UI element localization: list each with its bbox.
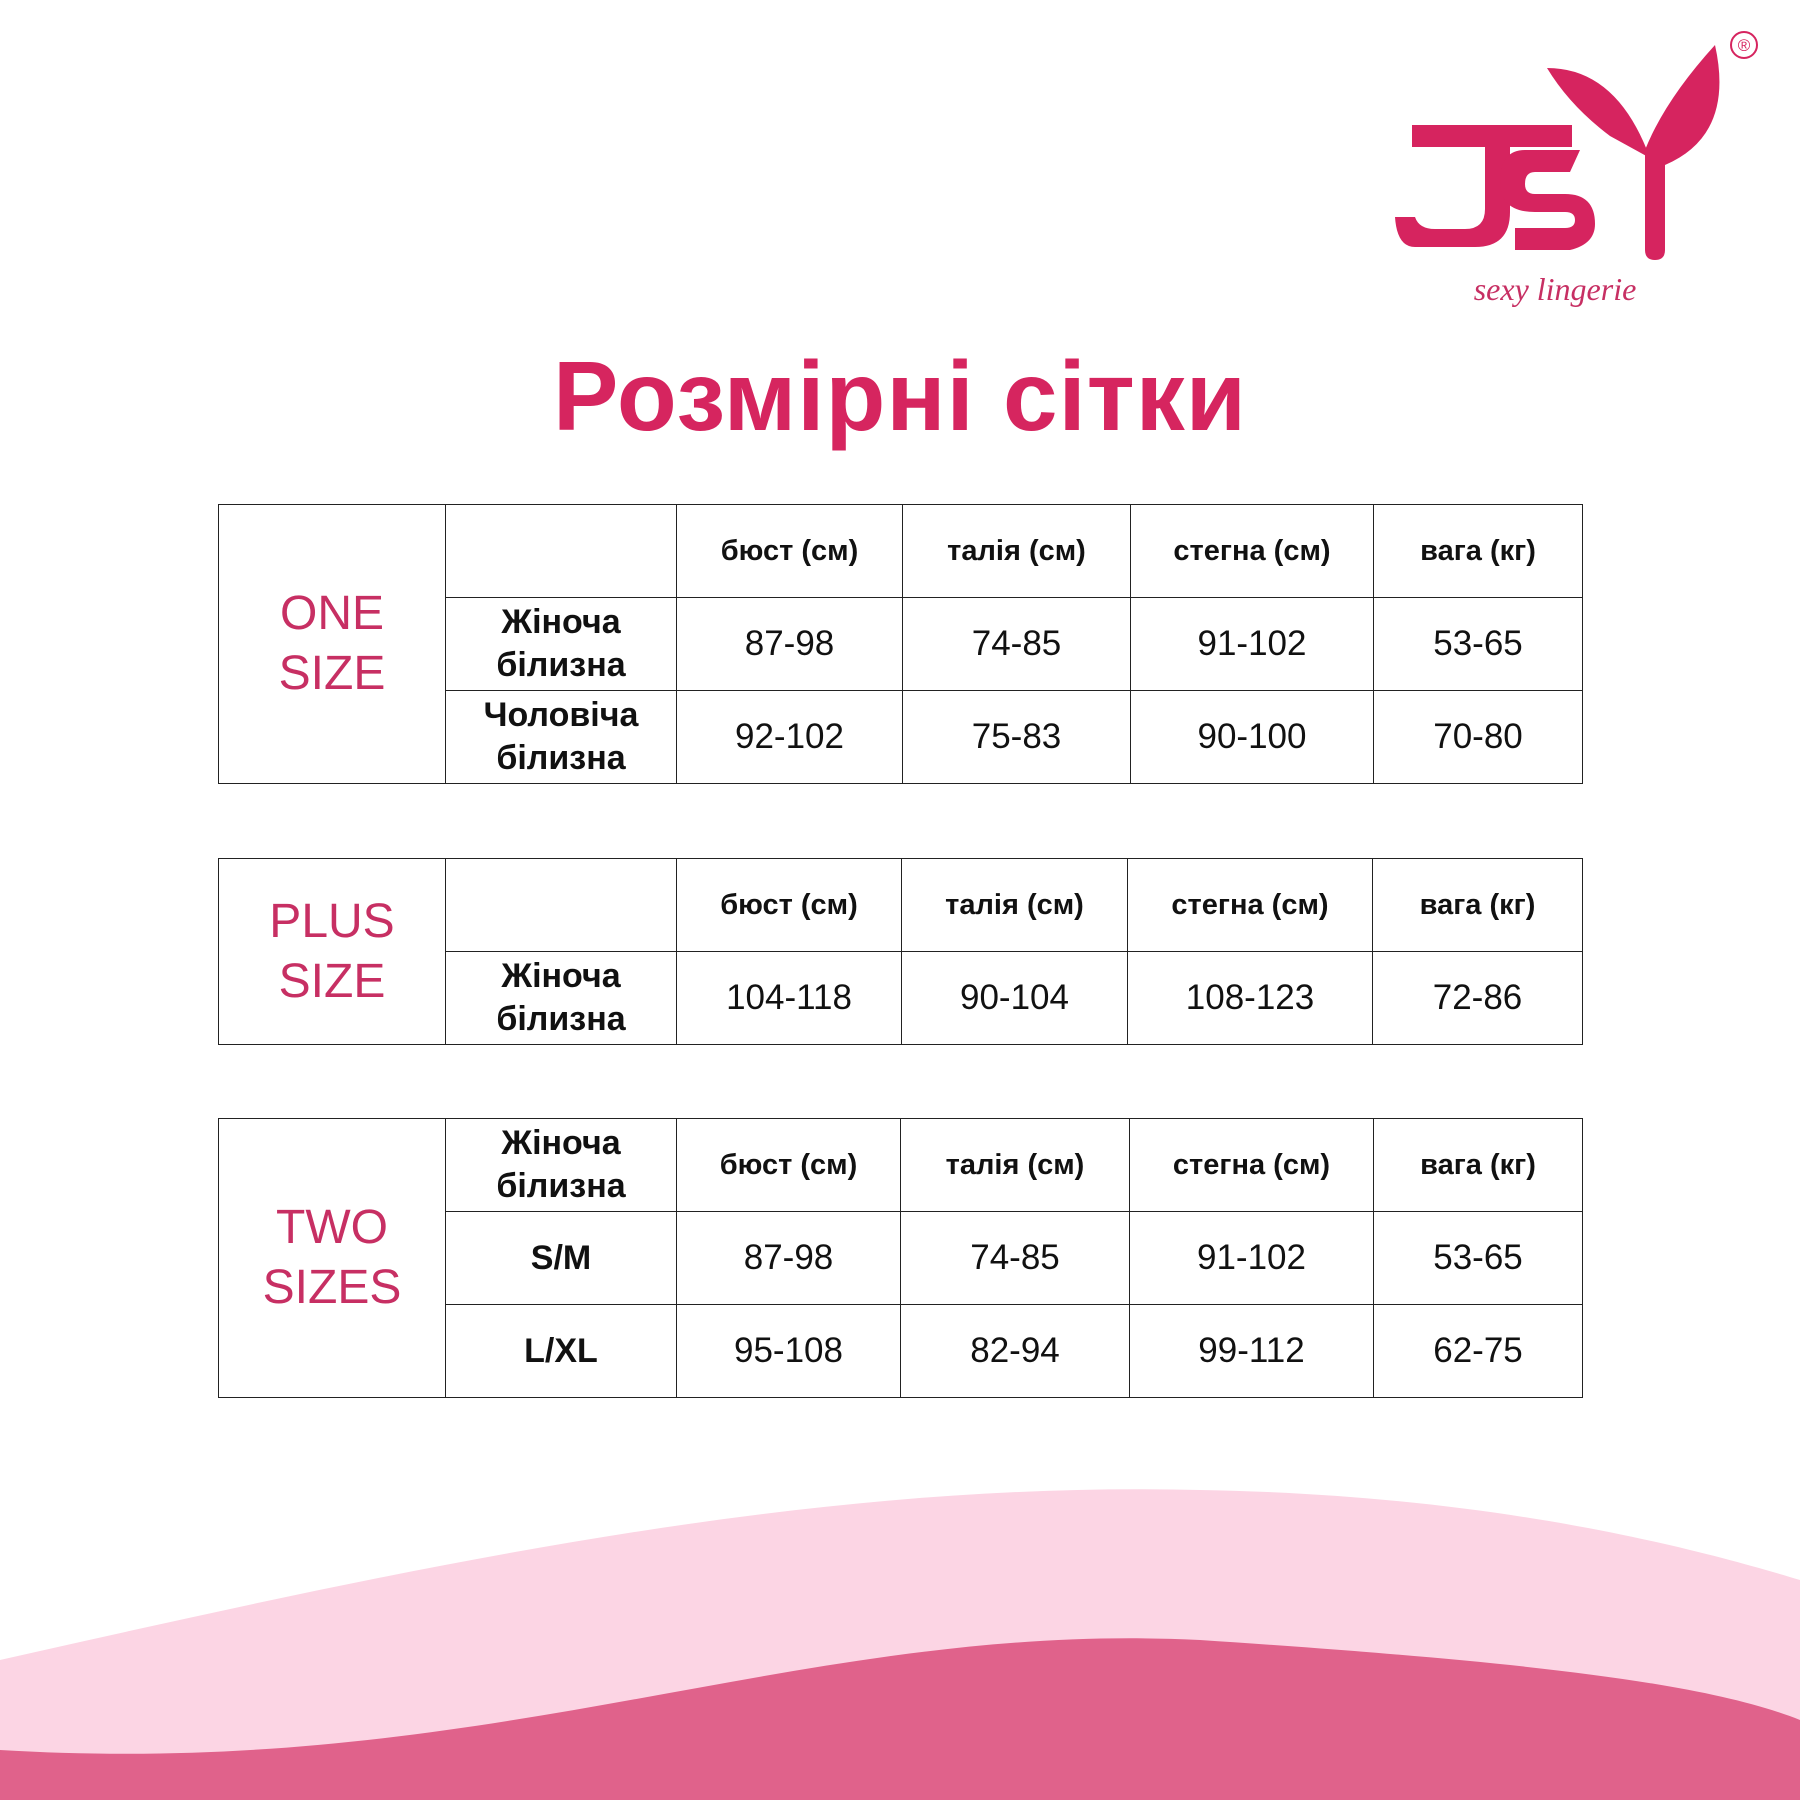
header-weight: вага (кг) xyxy=(1373,504,1583,598)
cell: 87-98 xyxy=(676,597,903,691)
cell: 82-94 xyxy=(900,1304,1130,1398)
cell: 62-75 xyxy=(1373,1304,1583,1398)
cell: 74-85 xyxy=(900,1211,1130,1305)
page-title: Розмірні сітки xyxy=(552,341,1248,451)
cell: 87-98 xyxy=(676,1211,901,1305)
header-weight: вага (кг) xyxy=(1372,858,1583,952)
header-hips: стегна (см) xyxy=(1130,504,1374,598)
jsy-logo: ® sexy lingerie xyxy=(1395,31,1758,307)
header-bust: бюст (см) xyxy=(676,858,902,952)
header-waist: талія (см) xyxy=(902,504,1131,598)
cell: 90-100 xyxy=(1130,690,1374,784)
header-waist: талія (см) xyxy=(900,1118,1130,1212)
cell: 108-123 xyxy=(1127,951,1373,1045)
table-row: Жіноча білизна 104-118 90-104 108-123 72-… xyxy=(219,951,1583,1045)
header-hips: стегна (см) xyxy=(1127,858,1373,952)
cell: 91-102 xyxy=(1129,1211,1374,1305)
plus-size-table: PLUS SIZE бюст (см) талія (см) стегна (см… xyxy=(218,858,1583,1045)
cell: 104-118 xyxy=(676,951,902,1045)
header-bust: бюст (см) xyxy=(676,504,903,598)
cell: 70-80 xyxy=(1373,690,1583,784)
cell: 91-102 xyxy=(1130,597,1374,691)
header-weight: вага (кг) xyxy=(1373,1118,1583,1212)
row-label: Жіноча білизна xyxy=(445,597,677,691)
cell: 75-83 xyxy=(902,690,1131,784)
size-label: TWO SIZES xyxy=(218,1118,446,1398)
cell: 72-86 xyxy=(1372,951,1583,1045)
size-label: PLUS SIZE xyxy=(218,858,446,1045)
size-label: ONE SIZE xyxy=(218,504,446,784)
header-waist: талія (см) xyxy=(901,858,1128,952)
cell: 92-102 xyxy=(676,690,903,784)
cell: 74-85 xyxy=(902,597,1131,691)
row-label: Чоловіча білизна xyxy=(445,690,677,784)
row-label: Жіноча білизна xyxy=(445,951,677,1045)
row-label: Жіноча білизна xyxy=(445,1118,677,1212)
svg-text:®: ® xyxy=(1738,36,1751,55)
cell: 90-104 xyxy=(901,951,1128,1045)
cell: 53-65 xyxy=(1373,1211,1583,1305)
cell: 99-112 xyxy=(1129,1304,1374,1398)
registered-mark xyxy=(1730,31,1758,59)
row-label: L/XL xyxy=(445,1304,677,1398)
wave-dark xyxy=(0,1638,1800,1800)
table-row: Чоловіча білизна 92-102 75-83 90-100 70-8… xyxy=(219,690,1583,784)
two-sizes-table: TWO SIZES Жіноча білизна бюст (см) талія (… xyxy=(218,1118,1583,1398)
row-label: S/M xyxy=(445,1211,677,1305)
header-bust: бюст (см) xyxy=(676,1118,901,1212)
table-row: L/XL 95-108 82-94 99-112 62-75 xyxy=(219,1304,1583,1398)
cell: 53-65 xyxy=(1373,597,1583,691)
cell: 95-108 xyxy=(676,1304,901,1398)
table-row: S/M 87-98 74-85 91-102 53-65 xyxy=(219,1211,1583,1305)
one-size-table: ONE SIZE бюст (см) талія (см) стегна (см)… xyxy=(218,504,1583,784)
logo-tagline: sexy lingerie xyxy=(1474,271,1637,307)
decorative-waves xyxy=(0,1489,1800,1800)
header-hips: стегна (см) xyxy=(1129,1118,1374,1212)
